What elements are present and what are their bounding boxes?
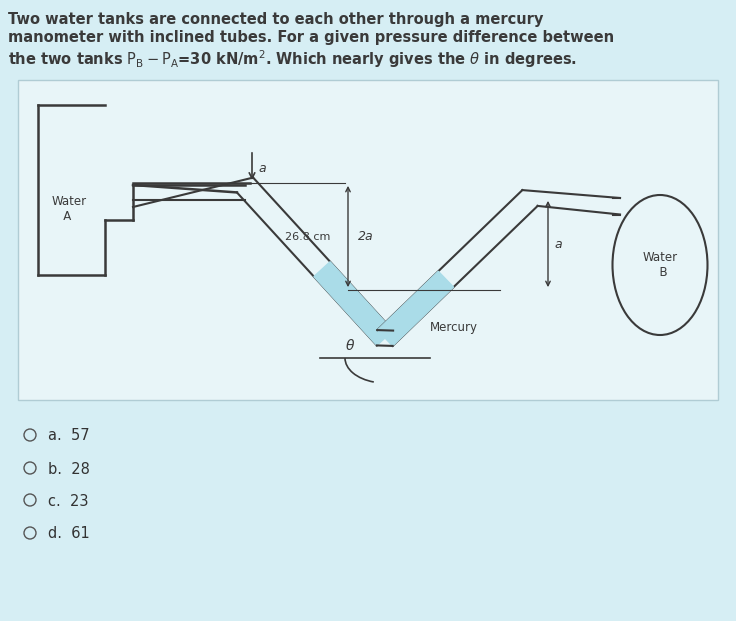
Text: 26.8 cm: 26.8 cm [285,232,330,242]
Text: a: a [258,161,266,175]
Text: a.  57: a. 57 [48,428,90,443]
Text: b.  28: b. 28 [48,461,90,476]
Text: a: a [554,237,562,250]
Polygon shape [314,261,393,345]
Polygon shape [378,271,453,346]
Text: Two water tanks are connected to each other through a mercury: Two water tanks are connected to each ot… [8,12,543,27]
Text: c.  23: c. 23 [48,494,88,509]
Text: Mercury: Mercury [430,322,478,335]
Text: Water
  B: Water B [643,251,678,279]
Text: Water
   A: Water A [52,195,87,223]
Text: the two tanks $\mathrm{P_B-P_A}$=30 kN/m$^2$. Which nearly gives the $\theta$ in: the two tanks $\mathrm{P_B-P_A}$=30 kN/m… [8,48,577,70]
Text: $\theta$: $\theta$ [345,337,355,353]
Text: 2a: 2a [358,230,374,243]
Text: d.  61: d. 61 [48,527,90,542]
FancyBboxPatch shape [18,80,718,400]
Text: manometer with inclined tubes. For a given pressure difference between: manometer with inclined tubes. For a giv… [8,30,614,45]
